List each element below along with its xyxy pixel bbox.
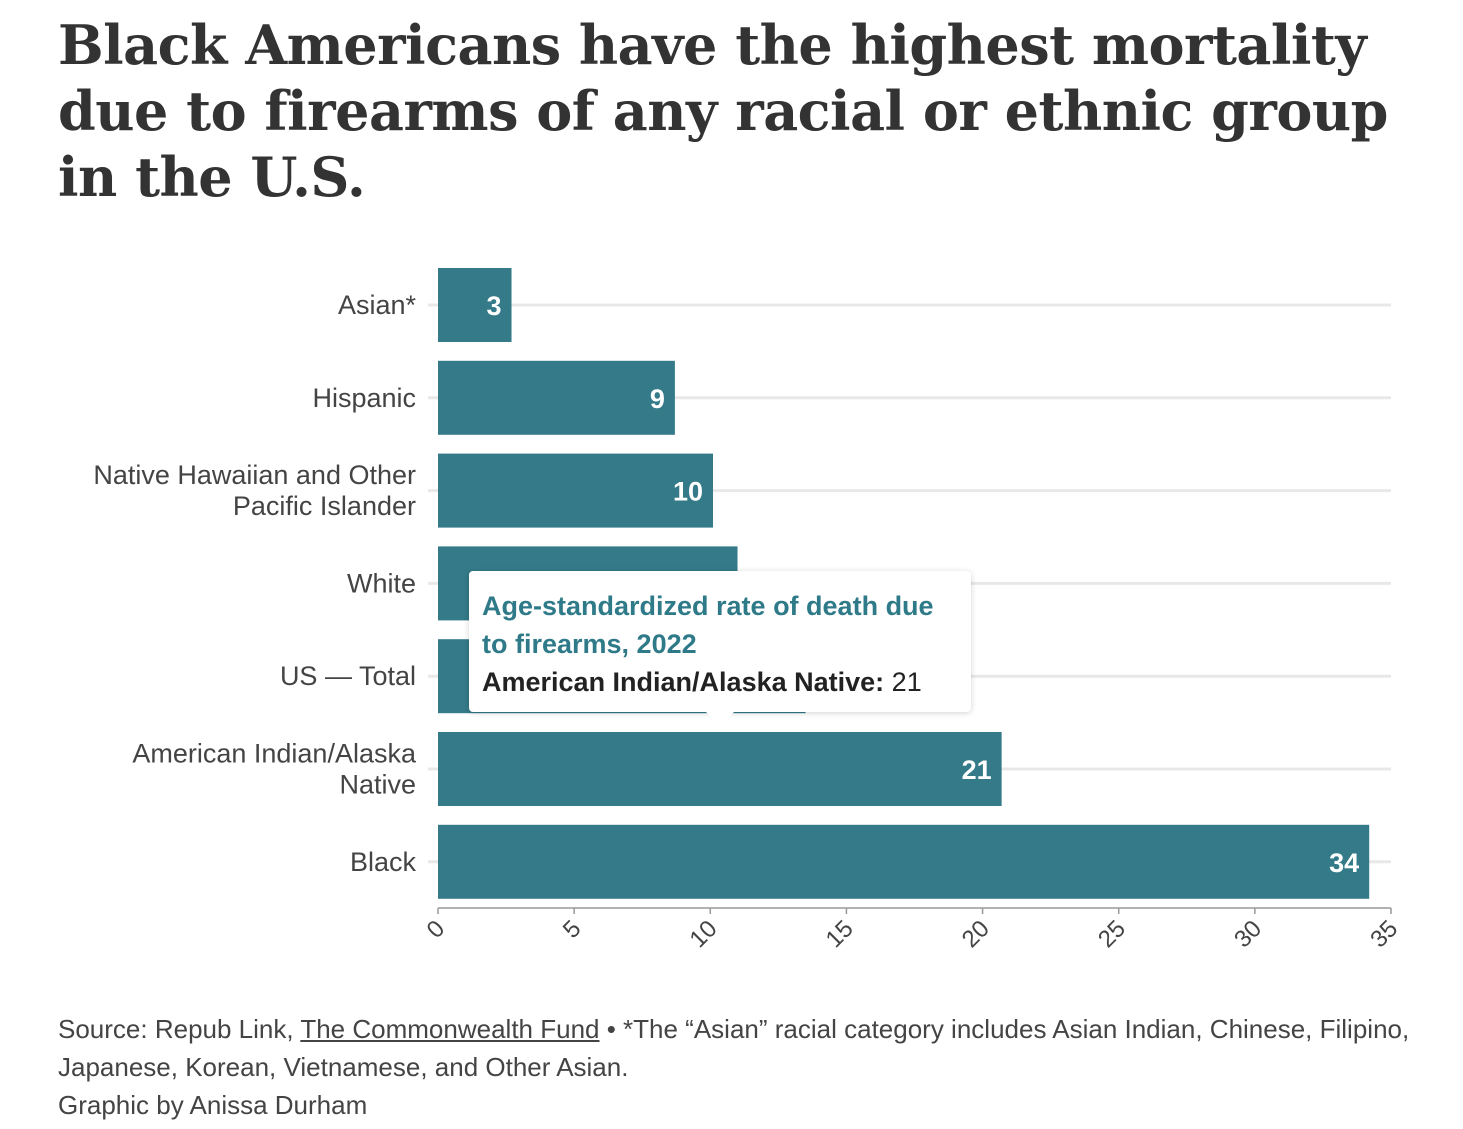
category-label-line: American Indian/Alaska — [132, 739, 417, 769]
tooltip-arrow — [705, 711, 735, 726]
tooltip: Age-standardized rate of death due to fi… — [469, 571, 971, 726]
category-label-line: Native — [339, 770, 416, 800]
category-label-line: Native Hawaiian and Other — [93, 460, 416, 490]
x-tick-label: 15 — [821, 915, 859, 953]
source-link[interactable]: The Commonwealth Fund — [300, 1014, 600, 1044]
chart-title: Black Americans have the highest mortali… — [58, 13, 1388, 209]
tooltip-value: 21 — [891, 667, 922, 697]
tooltip-title: Age-standardized rate of death due to fi… — [482, 591, 934, 659]
category-label: American Indian/Alaska Native — [132, 739, 417, 800]
x-tick-label: 35 — [1365, 915, 1403, 953]
footnote: • *The “Asian” racial category includes … — [58, 1014, 1410, 1082]
graphic-credit: Graphic by Anissa Durham — [58, 1090, 368, 1120]
tooltip-value-line: American Indian/Alaska Native: 21 — [482, 663, 958, 701]
footer: Source: Repub Link, The Commonwealth Fun… — [58, 1010, 1438, 1124]
source-note: Source: Repub Link, The Commonwealth Fun… — [58, 1010, 1438, 1086]
category-label: Black — [350, 847, 417, 877]
bar-value-label: 9 — [650, 384, 665, 414]
x-tick-label: 10 — [685, 915, 723, 953]
category-label-line: Pacific Islander — [233, 491, 416, 521]
bar[interactable] — [438, 360, 675, 435]
x-tick-label: 5 — [558, 915, 587, 944]
x-tick-label: 30 — [1229, 915, 1267, 953]
category-label: Asian* — [338, 290, 417, 320]
bar-value-label: 3 — [486, 291, 501, 321]
category-label-line: US — Total — [280, 661, 416, 691]
bar[interactable] — [438, 824, 1370, 899]
category-label-line: White — [347, 568, 416, 598]
bar-value-label: 34 — [1329, 848, 1359, 878]
category-label-line: Hispanic — [312, 383, 416, 413]
bar[interactable] — [438, 732, 1002, 806]
category-labels: Asian* Hispanic Native Hawaiian and Other P… — [93, 290, 417, 877]
x-tick-label: 0 — [422, 915, 451, 944]
x-axis: 0 5 10 15 20 25 30 35 — [422, 907, 1403, 953]
category-label-line: Asian* — [338, 290, 417, 320]
bar[interactable] — [438, 453, 714, 528]
category-label: White — [347, 568, 416, 598]
tooltip-category: American Indian/Alaska Native: — [482, 667, 885, 697]
x-tick-label: 20 — [957, 915, 995, 953]
bar-value-label: 21 — [962, 755, 992, 785]
bar[interactable] — [438, 268, 512, 342]
x-tick-label: 25 — [1093, 915, 1131, 953]
category-label: Native Hawaiian and Other Pacific Islande… — [93, 460, 416, 521]
bar-value-label: 10 — [673, 477, 703, 507]
source-prefix: Source: Repub Link, — [58, 1014, 301, 1044]
category-label: US — Total — [280, 661, 416, 691]
category-label-line: Black — [350, 847, 417, 877]
category-label: Hispanic — [312, 383, 416, 413]
